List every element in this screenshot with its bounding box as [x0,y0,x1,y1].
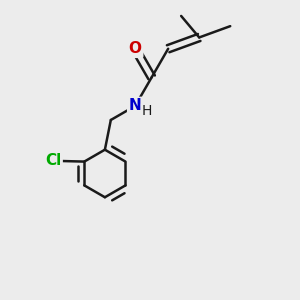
Text: Cl: Cl [45,153,61,168]
Text: H: H [142,104,152,118]
Text: O: O [129,41,142,56]
Text: N: N [129,98,142,113]
